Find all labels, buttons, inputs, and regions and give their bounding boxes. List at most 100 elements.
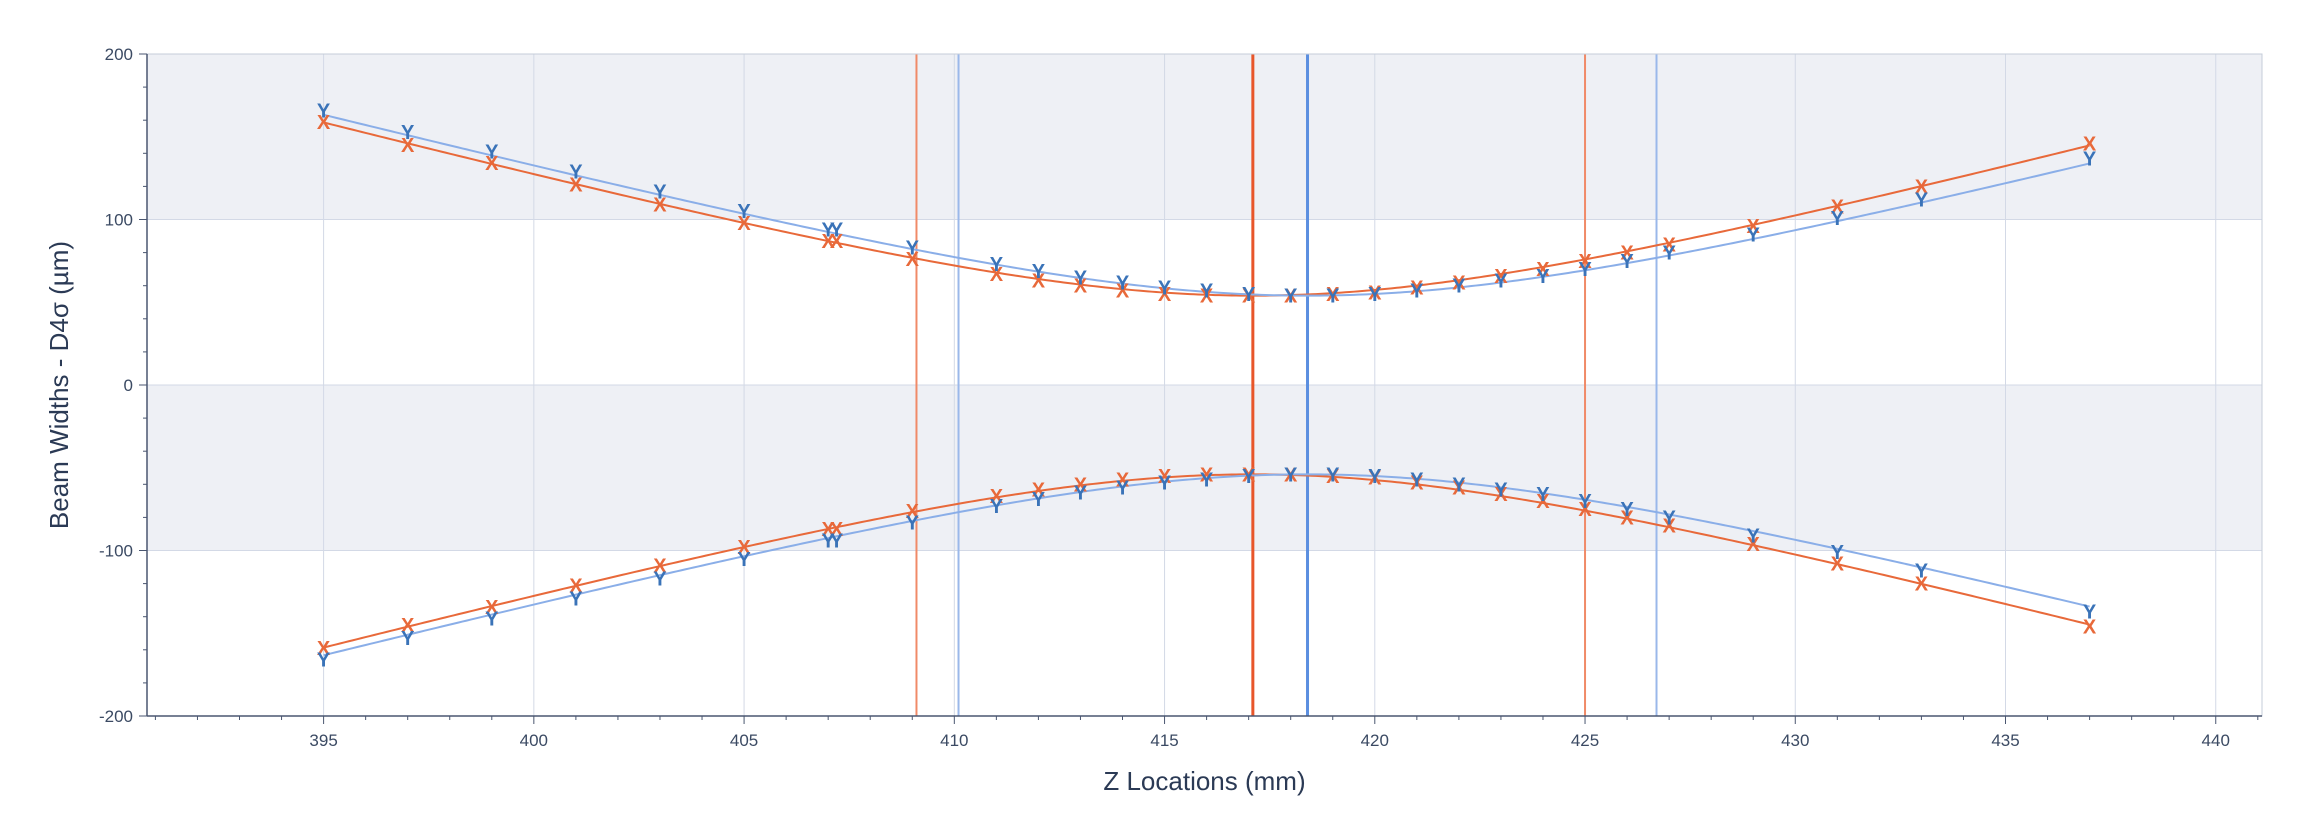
x-tick-label: 415 (1150, 731, 1178, 750)
data-point-x-upper: X (830, 231, 844, 253)
data-point-y-upper: Y (1578, 259, 1592, 281)
x-tick-label: 400 (520, 731, 548, 750)
data-point-x-upper: X (569, 175, 583, 197)
data-point-y-lower: Y (317, 650, 331, 672)
data-point-x-upper: X (653, 195, 667, 217)
data-point-x-lower: X (1326, 466, 1340, 488)
data-point-x-lower: X (2083, 617, 2097, 639)
data-point-x-lower: X (1032, 479, 1046, 501)
data-point-x-lower: X (1915, 574, 1929, 596)
data-point-x-upper: X (990, 264, 1004, 286)
data-point-y-upper: Y (1032, 261, 1046, 283)
data-point-y-upper: Y (1662, 243, 1676, 265)
band--200--100 (147, 550, 2262, 716)
data-point-x-upper: X (1578, 251, 1592, 273)
data-point-x-lower: X (1284, 464, 1298, 486)
x-tick-label: 395 (309, 731, 337, 750)
data-point-x-upper: X (1242, 286, 1256, 308)
data-point-x-lower: X (1578, 499, 1592, 521)
data-point-x-lower: X (485, 597, 499, 619)
data-point-x-upper: X (1116, 281, 1130, 303)
data-point-x-lower: X (1368, 468, 1382, 490)
data-point-x-lower: X (1494, 484, 1508, 506)
data-point-y-lower: Y (1242, 466, 1256, 488)
data-point-y-upper: Y (1620, 251, 1634, 273)
data-point-y-lower: Y (569, 588, 583, 610)
data-point-y-upper: Y (1915, 190, 1929, 212)
data-point-y-upper: Y (822, 219, 836, 241)
data-point-x-lower: X (906, 501, 920, 523)
data-point-y-lower: Y (485, 608, 499, 630)
data-point-y-lower: Y (1410, 469, 1424, 491)
data-point-y-lower: Y (1536, 484, 1550, 506)
data-point-y-lower: Y (1158, 473, 1172, 495)
data-point-y-upper: Y (1326, 286, 1340, 308)
data-point-x-upper: X (906, 249, 920, 271)
data-point-y-upper: Y (1536, 266, 1550, 288)
fit-curve-series-1-upper (323, 113, 2090, 297)
data-point-y-lower: Y (1200, 469, 1214, 491)
data-point-x-upper: X (1284, 286, 1298, 308)
data-point-x-upper: X (822, 231, 836, 253)
data-point-y-upper: Y (990, 254, 1004, 276)
data-point-x-lower: X (1662, 516, 1676, 538)
y-tick-label: 100 (105, 211, 133, 230)
data-point-y-upper: Y (653, 181, 667, 203)
data-point-x-upper: X (1200, 286, 1214, 308)
data-point-y-upper: Y (1452, 276, 1466, 298)
data-point-y-lower: Y (1831, 542, 1845, 564)
data-point-x-upper: X (1494, 266, 1508, 288)
data-point-x-lower: X (653, 555, 667, 577)
data-point-x-upper: X (1410, 277, 1424, 299)
data-point-y-upper: Y (906, 238, 920, 260)
data-point-y-upper: Y (1747, 224, 1761, 246)
x-tick-label: 420 (1361, 731, 1389, 750)
fit-curve-series-1-lower (323, 473, 2090, 657)
data-point-x-lower: X (1747, 534, 1761, 556)
data-point-x-upper: X (1368, 282, 1382, 304)
band-0-100 (147, 219, 2262, 385)
data-point-x-upper: X (1158, 284, 1172, 306)
data-point-y-lower: Y (1326, 464, 1340, 486)
data-point-x-lower: X (1158, 466, 1172, 488)
data-point-x-upper: X (1032, 271, 1046, 293)
y-axis-title: Beam Widths - D4σ (µm) (44, 241, 74, 529)
data-point-y-upper: Y (1494, 271, 1508, 293)
data-point-y-lower: Y (737, 549, 751, 571)
data-point-y-lower: Y (906, 512, 920, 534)
data-point-y-upper: Y (2083, 148, 2097, 170)
data-point-x-upper: X (1074, 276, 1088, 298)
fit-curves (323, 113, 2090, 657)
data-point-x-upper: X (2083, 133, 2097, 155)
data-point-x-lower: X (1831, 554, 1845, 576)
data-point-x-lower: X (1410, 473, 1424, 495)
y-tick-label: 200 (105, 45, 133, 64)
data-point-y-lower: Y (1368, 466, 1382, 488)
data-point-y-lower: Y (1032, 489, 1046, 511)
data-point-y-upper: Y (485, 142, 499, 164)
x-axis-title: Z Locations (mm) (1103, 766, 1305, 796)
data-point-y-upper: Y (1368, 284, 1382, 306)
data-point-y-upper: Y (1158, 277, 1172, 299)
data-point-x-lower: X (1116, 469, 1130, 491)
data-point-x-upper: X (1747, 216, 1761, 238)
x-tick-label: 440 (2202, 731, 2230, 750)
axes (139, 53, 2263, 724)
data-point-x-lower: X (401, 615, 415, 637)
data-point-y-lower: Y (401, 628, 415, 650)
data-point-y-upper: Y (1831, 208, 1845, 230)
tick-labels: 395 400 405 410 415 420 425 430 435 440 -200 -100 0 1… (99, 45, 2230, 750)
data-point-y-upper: Y (1116, 272, 1130, 294)
data-point-x-lower: X (569, 575, 583, 597)
data-point-y-upper: Y (1284, 286, 1298, 308)
data-point-y-lower: Y (1116, 478, 1130, 500)
data-point-x-lower: X (1620, 507, 1634, 529)
data-point-x-upper: X (737, 213, 751, 235)
data-point-y-upper: Y (569, 162, 583, 184)
data-point-x-upper: X (1915, 176, 1929, 198)
data-point-y-lower: Y (822, 531, 836, 553)
data-point-y-upper: Y (401, 122, 415, 144)
x-tick-label: 425 (1571, 731, 1599, 750)
data-point-x-upper: X (485, 153, 499, 175)
